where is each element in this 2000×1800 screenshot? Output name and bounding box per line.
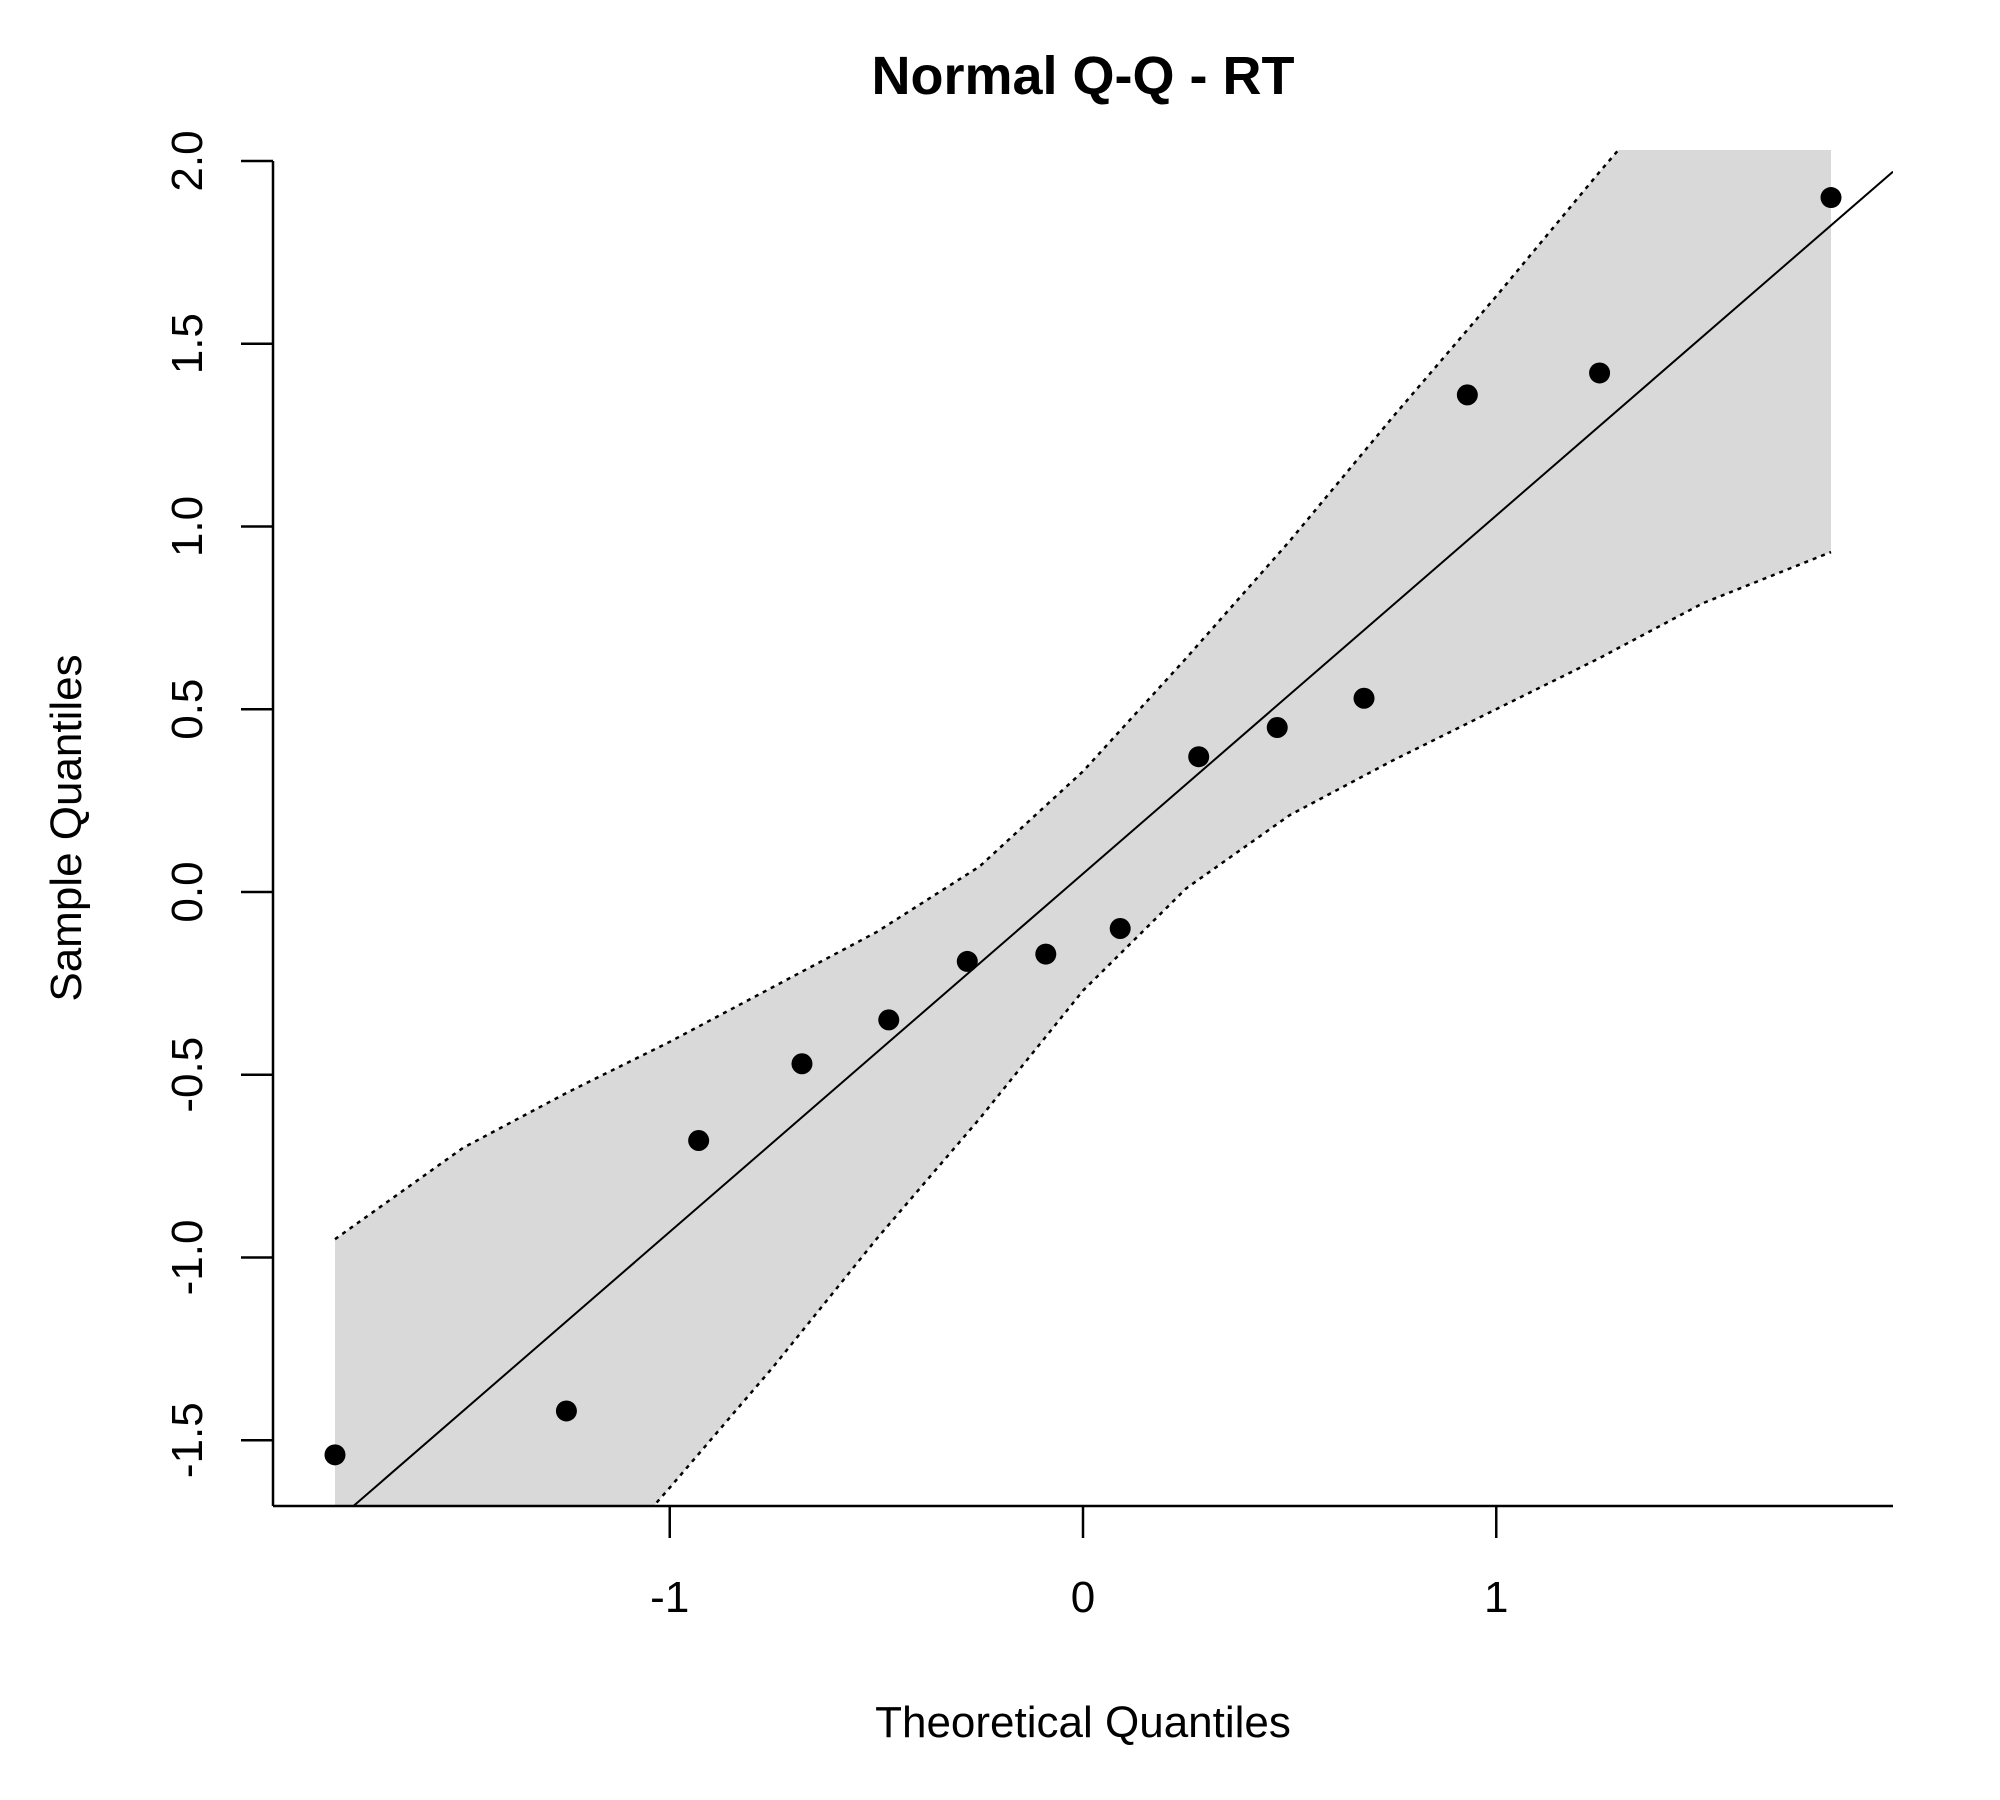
x-axis-label: Theoretical Quantiles <box>875 1698 1291 1747</box>
data-point <box>555 1400 577 1422</box>
data-point <box>1353 687 1375 709</box>
data-point <box>791 1053 813 1075</box>
axes: -1 0 1 -1.5 -1.0 -0.5 0.0 0.5 1.0 1.5 2.0 <box>163 130 1893 1622</box>
data-point <box>688 1130 710 1152</box>
reference-line <box>351 170 1893 1506</box>
data-point <box>1589 362 1611 384</box>
confidence-upper-line <box>334 150 1621 1241</box>
confidence-band-fill <box>335 150 1831 1506</box>
y-tick-label: 2.0 <box>163 130 212 191</box>
data-point <box>878 1009 900 1031</box>
data-point <box>1109 918 1131 940</box>
confidence-lower-line <box>651 550 1832 1506</box>
y-tick-label: -0.5 <box>163 1037 212 1113</box>
data-point <box>1035 943 1057 965</box>
data-point <box>956 950 978 972</box>
chart-title: Normal Q-Q - RT <box>871 46 1294 106</box>
y-axis-label: Sample Quantiles <box>42 654 91 1001</box>
y-tick-label: 0.0 <box>163 861 212 922</box>
qq-reference-line <box>351 170 1893 1506</box>
data-points <box>324 187 1842 1466</box>
y-tick-label: -1.5 <box>163 1402 212 1478</box>
y-tick-label: 1.5 <box>163 313 212 374</box>
confidence-band <box>334 150 1832 1506</box>
x-tick-label: -1 <box>650 1573 689 1622</box>
x-tick-label: 0 <box>1071 1573 1095 1622</box>
data-point <box>1188 746 1210 768</box>
x-tick-label: 1 <box>1484 1573 1508 1622</box>
y-tick-label: 0.5 <box>163 679 212 740</box>
data-point <box>1820 187 1842 209</box>
data-point <box>324 1444 346 1466</box>
data-point <box>1456 384 1478 406</box>
data-point <box>1266 716 1288 738</box>
y-tick-label: -1.0 <box>163 1220 212 1296</box>
y-tick-label: 1.0 <box>163 496 212 557</box>
